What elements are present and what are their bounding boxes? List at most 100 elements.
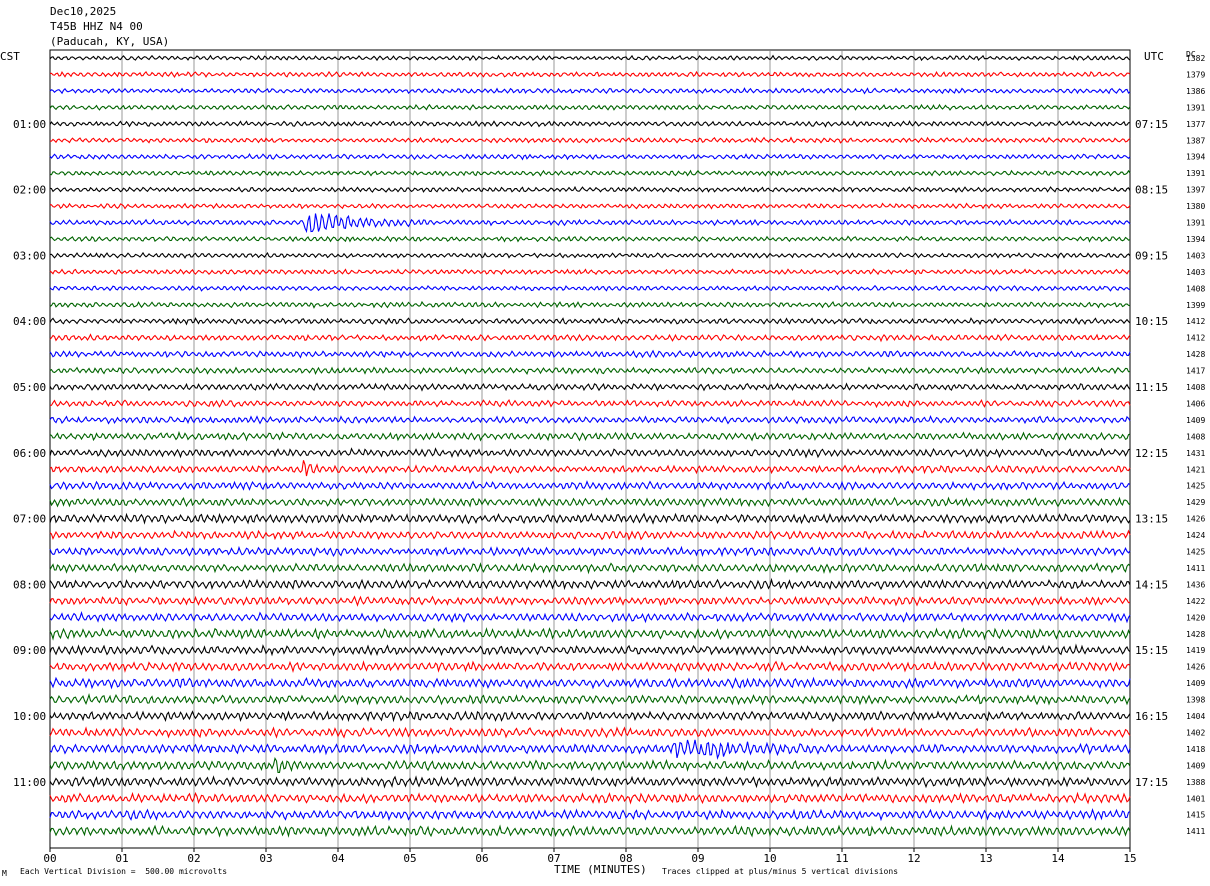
- dc-offset-label: 1424: [1186, 531, 1205, 540]
- dc-offset-label: 1382: [1186, 54, 1205, 63]
- dc-offset-label: 1403: [1186, 251, 1205, 260]
- seismic-trace: [49, 627, 1131, 641]
- x-tick-label: 03: [259, 852, 272, 865]
- seismic-trace: [49, 87, 1131, 95]
- seismic-trace: [49, 676, 1131, 690]
- dc-offset-label: 1411: [1186, 564, 1205, 573]
- dc-offset-header: DC: [1186, 50, 1196, 59]
- seismic-trace: [49, 512, 1131, 525]
- dc-offset-label: 1429: [1186, 498, 1205, 507]
- left-timezone-label: CST: [0, 50, 20, 63]
- seismic-trace: [49, 152, 1131, 161]
- clip-note: Traces clipped at plus/minus 5 vertical …: [662, 867, 899, 876]
- dc-offset-label: 1419: [1186, 646, 1205, 655]
- seismic-trace: [49, 791, 1131, 805]
- seismic-trace: [49, 300, 1131, 309]
- left-hour-label: 04:00: [13, 315, 46, 328]
- dc-offset-label: 1388: [1186, 778, 1205, 787]
- x-tick-label: 09: [691, 852, 704, 865]
- right-hour-label: 14:15: [1135, 578, 1168, 591]
- seismic-trace: [49, 213, 1131, 234]
- seismic-trace: [49, 775, 1131, 789]
- dc-offset-label: 1408: [1186, 432, 1205, 441]
- left-hour-label: 01:00: [13, 118, 46, 131]
- dc-offset-label: 1391: [1186, 103, 1205, 112]
- dc-offset-label: 1409: [1186, 416, 1205, 425]
- dc-offset-label: 1394: [1186, 153, 1205, 162]
- dc-offset-label: 1399: [1186, 301, 1205, 310]
- right-hour-label: 11:15: [1135, 381, 1168, 394]
- dc-offset-label: 1417: [1186, 367, 1205, 376]
- header-location: (Paducah, KY, USA): [50, 35, 170, 48]
- seismic-trace: [49, 415, 1131, 425]
- seismic-trace: [49, 398, 1131, 409]
- seismic-trace: [49, 529, 1131, 541]
- dc-offset-label: 1394: [1186, 235, 1205, 244]
- right-hour-label: 08:15: [1135, 184, 1168, 197]
- left-hour-label: 06:00: [13, 447, 46, 460]
- left-hour-label: 02:00: [13, 184, 46, 197]
- x-tick-label: 08: [619, 852, 632, 865]
- left-hour-label: 07:00: [13, 513, 46, 526]
- dc-offset-label: 1412: [1186, 317, 1205, 326]
- seismic-trace: [49, 447, 1131, 459]
- seismic-trace: [49, 382, 1131, 392]
- dc-offset-label: 1386: [1186, 87, 1205, 96]
- right-hour-label: 16:15: [1135, 710, 1168, 723]
- x-tick-label: 07: [547, 852, 560, 865]
- dc-offset-label: 1397: [1186, 186, 1205, 195]
- dc-offset-label: 1426: [1186, 663, 1205, 672]
- dc-offset-label: 1420: [1186, 613, 1205, 622]
- dc-offset-label: 1425: [1186, 548, 1205, 557]
- seismic-trace: [49, 169, 1131, 177]
- left-hour-label: 03:00: [13, 249, 46, 262]
- dc-offset-label: 1380: [1186, 202, 1205, 211]
- left-hour-label: 05:00: [13, 381, 46, 394]
- x-tick-label: 04: [331, 852, 345, 865]
- x-tick-label: 15: [1123, 852, 1136, 865]
- seismic-trace: [49, 562, 1131, 575]
- seismic-trace: [49, 480, 1131, 491]
- seismic-trace: [49, 202, 1131, 210]
- dc-offset-label: 1425: [1186, 482, 1205, 491]
- dc-offset-label: 1391: [1186, 219, 1205, 228]
- seismic-trace: [49, 235, 1131, 243]
- x-tick-label: 13: [979, 852, 992, 865]
- seismic-trace: [49, 710, 1131, 723]
- seismic-trace: [49, 317, 1131, 326]
- right-hour-label: 13:15: [1135, 513, 1168, 526]
- dc-offset-label: 1412: [1186, 334, 1205, 343]
- x-tick-label: 05: [403, 852, 416, 865]
- dc-offset-label: 1401: [1186, 794, 1205, 803]
- seismic-trace: [49, 595, 1131, 607]
- seismic-trace: [49, 70, 1131, 78]
- dc-offset-label: 1377: [1186, 120, 1205, 129]
- x-tick-label: 01: [115, 852, 128, 865]
- x-tick-label: 00: [43, 852, 56, 865]
- dc-offset-label: 1409: [1186, 679, 1205, 688]
- dc-offset-label: 1406: [1186, 399, 1205, 408]
- right-hour-label: 17:15: [1135, 776, 1168, 789]
- dc-offset-label: 1422: [1186, 597, 1205, 606]
- seismic-trace: [49, 545, 1131, 558]
- dc-offset-label: 1379: [1186, 70, 1205, 79]
- dc-offset-label: 1408: [1186, 383, 1205, 392]
- seismic-trace: [49, 643, 1131, 657]
- right-hour-label: 15:15: [1135, 644, 1168, 657]
- right-timezone-label: UTC: [1144, 50, 1164, 63]
- seismic-trace: [49, 692, 1131, 706]
- dc-offset-label: 1408: [1186, 284, 1205, 293]
- dc-offset-label: 1426: [1186, 515, 1205, 524]
- x-tick-label: 12: [907, 852, 920, 865]
- left-hour-label: 10:00: [13, 710, 46, 723]
- seismic-trace: [49, 824, 1131, 838]
- seismic-trace: [49, 726, 1131, 739]
- x-tick-label: 10: [763, 852, 776, 865]
- x-axis-label: TIME (MINUTES): [554, 863, 647, 876]
- seismic-trace: [49, 185, 1131, 194]
- header-station: T45B HHZ N4 00: [50, 20, 143, 33]
- seismic-trace: [49, 268, 1131, 276]
- seismic-trace: [49, 496, 1131, 508]
- dc-offset-label: 1415: [1186, 811, 1205, 820]
- dc-offset-label: 1403: [1186, 268, 1205, 277]
